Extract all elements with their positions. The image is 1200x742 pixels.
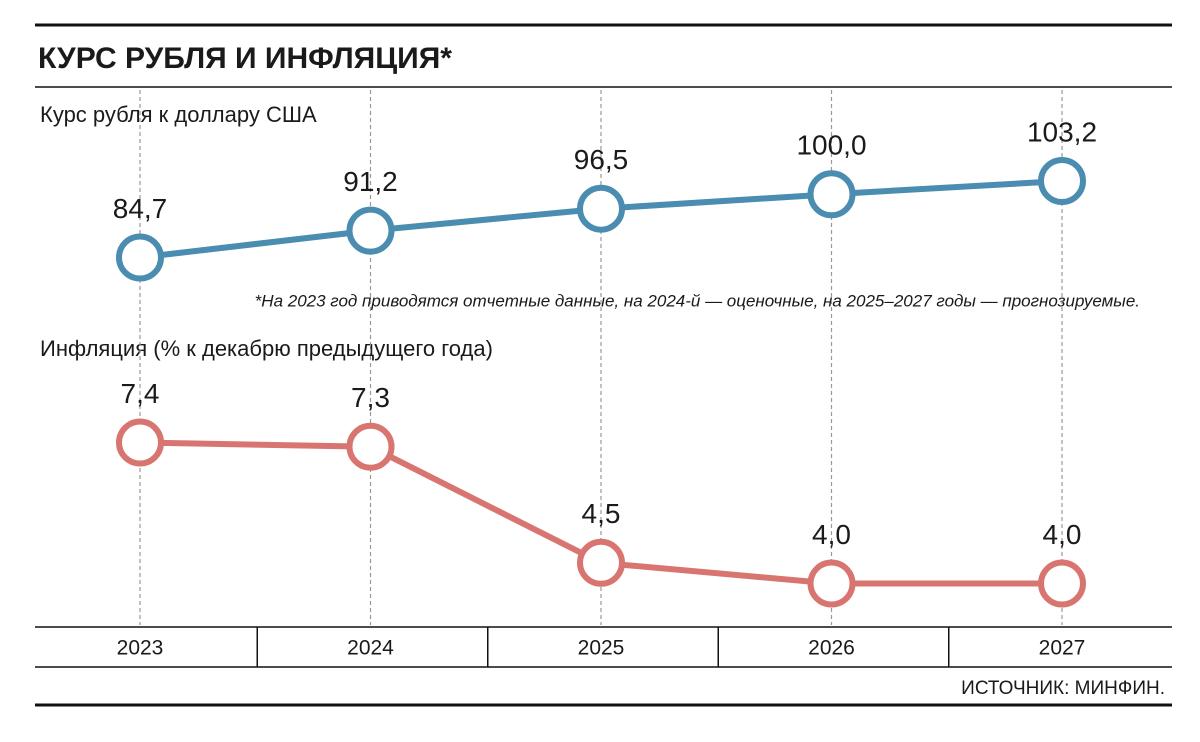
value-label: 4,5 (582, 498, 621, 529)
x-tick-label: 2027 (1039, 637, 1086, 660)
point (807, 170, 856, 219)
point (1038, 157, 1086, 205)
panel-title: Курс рубля к доллару США (40, 102, 317, 127)
point (1038, 559, 1086, 608)
value-label: 4,0 (1043, 519, 1082, 550)
x-tick-label: 2024 (347, 637, 394, 660)
guides: 2023 2024 2025 2026 2027 (117, 90, 1086, 667)
main-title: КУРС РУБЛЯ И ИНФЛЯЦИЯ* (38, 42, 452, 75)
value-label: 84,7 (113, 193, 168, 224)
panel-title: Инфляция (% к декабрю предыдущего года) (40, 336, 493, 361)
point (116, 418, 164, 467)
point (116, 233, 164, 282)
x-tick-label: 2025 (578, 637, 625, 660)
value-label: 4,0 (812, 519, 851, 550)
point (577, 184, 625, 233)
source: ИСТОЧНИК: МИНФИН. (961, 678, 1165, 699)
note: *На 2023 год приводятся отчетные данные,… (255, 291, 1140, 310)
point (577, 538, 625, 587)
x-tick-label: 2023 (117, 637, 164, 660)
value-label: 103,2 (1027, 116, 1097, 147)
point (807, 559, 856, 608)
value-label: 100,0 (796, 130, 866, 161)
value-label: 96,5 (574, 144, 629, 175)
point (346, 422, 395, 471)
value-label: 7,4 (121, 378, 160, 409)
value-label: 7,3 (351, 382, 390, 413)
marks: 84,7 91,2 96,5 100,0 103,2 7,4 7,3 4,5 4,0 4,0 (113, 116, 1097, 608)
value-label: 91,2 (343, 166, 398, 197)
point (346, 206, 395, 255)
x-tick-label: 2026 (808, 637, 855, 660)
